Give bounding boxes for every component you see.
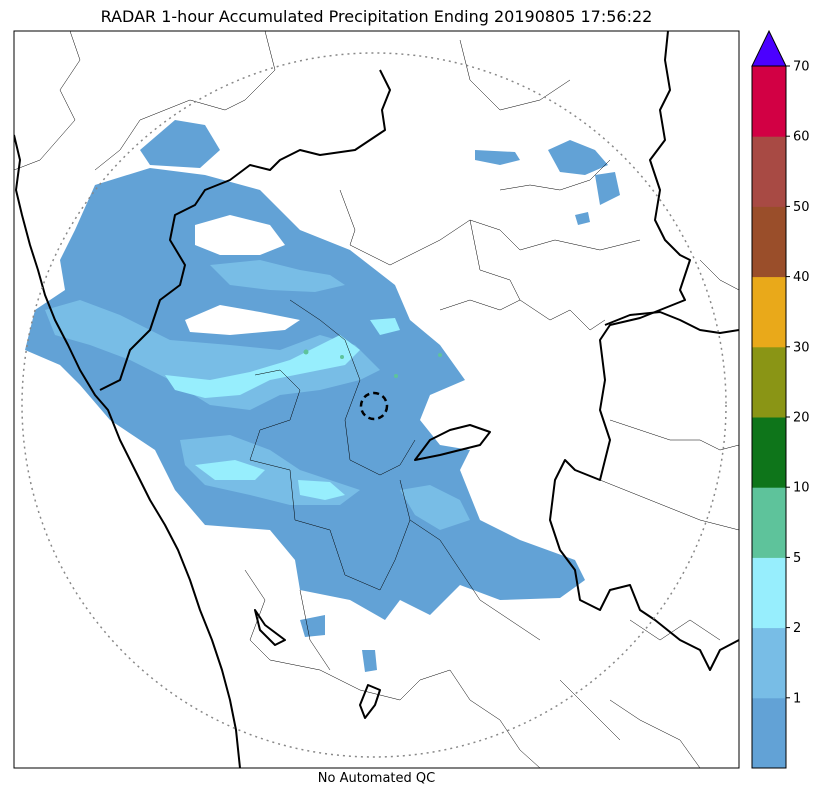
district-boundary [599,479,739,531]
colorbar-tick-label: 40 [793,270,810,285]
district-boundary [499,159,611,191]
no-precip-gap [185,305,300,335]
radar-site-marker [359,391,389,421]
colorbar: 1 2 5 10 20 30 40 50 60 70 [751,29,810,769]
district-boundary [14,31,81,171]
precip-speck-green [394,374,398,378]
colorbar-bin [752,276,786,348]
district-boundaries [14,31,739,768]
district-boundary [289,469,411,591]
district-boundary [289,299,416,476]
district-boundary [409,519,541,641]
colorbar-bin [752,487,786,558]
colorbar-bin [752,136,786,207]
precip-area-heavy [298,480,345,500]
district-boundary [439,219,521,311]
colorbar-bin [752,206,786,278]
precipitation-field [25,120,620,672]
colorbar-bin [752,66,786,137]
district-boundary [299,589,331,671]
map-title: RADAR 1-hour Accumulated Precipitation E… [100,7,653,26]
district-boundary [94,31,276,171]
colorbar-bin [752,697,786,769]
range-ring [21,52,727,758]
colorbar-tick-label: 10 [793,481,810,496]
precip-area-light [25,168,585,620]
state-boundary [549,31,739,671]
precip-area-heavy [165,335,360,398]
coastline [14,134,241,768]
colorbar-bin [752,557,786,629]
state-boundary [604,311,739,334]
radar-range [21,52,727,758]
colorbar-tick-label: 60 [793,130,810,145]
district-boundary [519,299,606,331]
colorbar-bin [752,417,786,488]
colorbar-bin [752,346,786,418]
district-boundary [609,419,739,451]
precip-area-medium [45,300,380,410]
precip-area-light [475,150,520,165]
colorbar-tick-label: 20 [793,411,810,426]
district-boundary [629,619,721,641]
district-boundary [459,39,571,111]
precip-area-medium [210,260,345,292]
state-boundary [414,424,491,461]
colorbar-bin [752,627,786,699]
precip-speck-green [340,355,344,359]
colorbar-tick-label: 30 [793,340,810,355]
state-boundaries [14,31,739,768]
colorbar-tick-label: 50 [793,200,810,215]
qc-note: No Automated QC [317,771,436,786]
district-boundary [399,669,541,768]
district-boundary [699,259,739,291]
colorbar-tick-label: 1 [793,691,801,706]
district-boundary [609,699,701,768]
precip-area-light [575,212,590,225]
precip-speck-green [438,353,442,357]
precip-area-heavy [370,318,400,335]
district-boundary [439,219,641,251]
precip-speck-green [303,349,309,355]
colorbar-extend-arrow [751,29,787,67]
precip-area-light [140,120,220,168]
district-boundary [249,369,301,471]
no-precip-gap [195,215,285,255]
colorbar-tick-label: 5 [793,551,801,566]
state-boundary [254,609,286,646]
district-boundary [244,569,401,701]
precip-area-light [362,650,377,672]
colorbar-tick-label: 70 [793,60,810,75]
precip-area-light [548,140,608,175]
colorbar-frame [751,65,787,769]
precip-area-light [300,615,325,637]
precip-area-light [595,172,620,205]
map-frame [13,30,740,769]
colorbar-tick-label: 2 [793,621,801,636]
state-boundary [359,684,381,719]
state-boundary [99,69,391,391]
precip-area-medium [400,485,470,530]
district-boundary [559,679,621,741]
precip-area-heavy [195,460,265,480]
district-boundary [339,189,441,266]
